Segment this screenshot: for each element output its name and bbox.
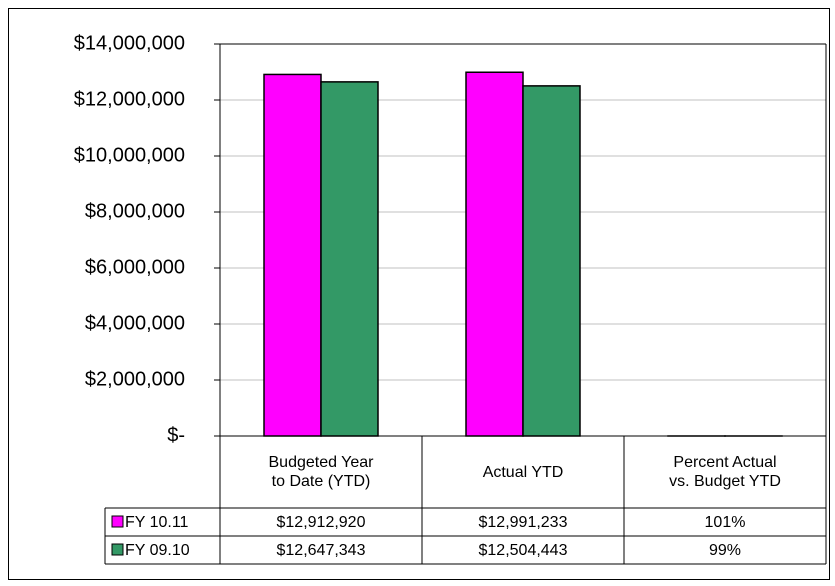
- y-tick-label: $8,000,000: [85, 200, 185, 222]
- bar: [465, 71, 524, 437]
- y-tick-label: $12,000,000: [74, 88, 185, 110]
- table-value: $12,991,233: [478, 513, 568, 531]
- table-value: $12,912,920: [276, 513, 366, 531]
- y-tick-label: $2,000,000: [85, 368, 185, 390]
- bar: [263, 73, 322, 437]
- legend-swatch: [111, 515, 124, 528]
- y-tick-label: $6,000,000: [85, 256, 185, 278]
- legend-swatch: [111, 543, 124, 556]
- table-value: 99%: [708, 541, 742, 559]
- table-value: $12,504,443: [478, 541, 568, 559]
- legend-label: FY 10.11: [125, 513, 189, 531]
- y-tick-label: $-: [167, 424, 185, 446]
- y-tick-label: $10,000,000: [74, 144, 185, 166]
- bar: [522, 85, 581, 437]
- table-value: 101%: [704, 513, 746, 531]
- category-label: Percent Actual vs. Budget YTD: [669, 454, 781, 490]
- category-label: Budgeted Year to Date (YTD): [268, 454, 374, 490]
- legend-label: FY 09.10: [125, 541, 190, 559]
- table-value: $12,647,343: [276, 541, 366, 559]
- y-tick-label: $4,000,000: [85, 312, 185, 334]
- y-tick-label: $14,000,000: [74, 32, 185, 54]
- category-label: Actual YTD: [482, 463, 564, 481]
- bar: [320, 81, 379, 437]
- chart-border: [8, 8, 830, 580]
